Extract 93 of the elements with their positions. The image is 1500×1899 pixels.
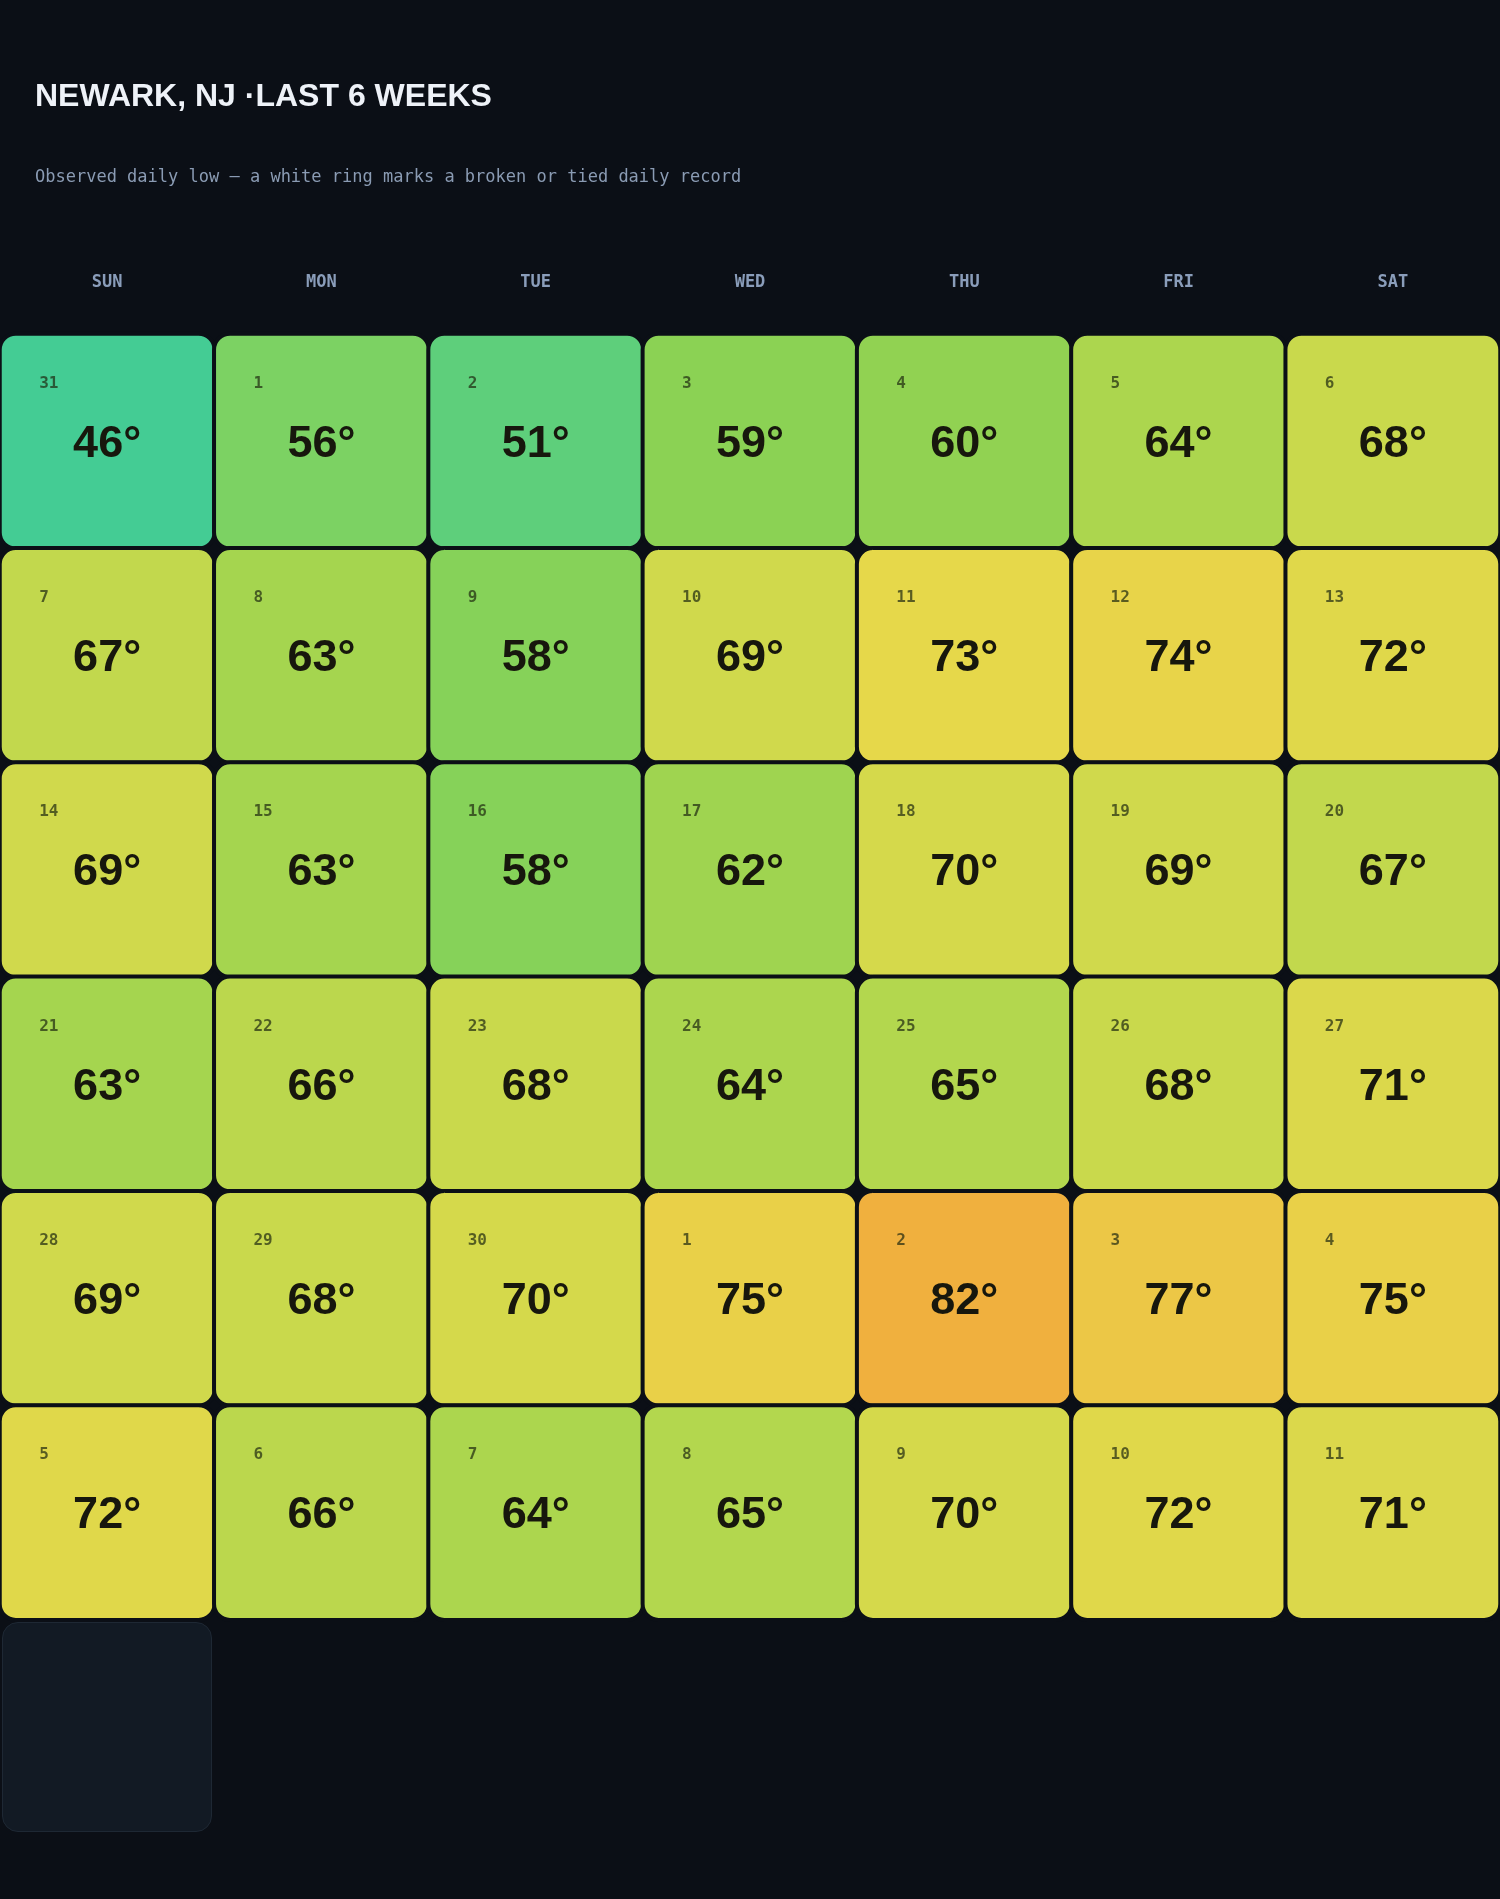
annotation: 25	[896, 1015, 916, 1035]
annotation: 6	[1324, 372, 1335, 392]
annotation: 3	[682, 372, 692, 392]
data-label: 59°	[715, 415, 785, 467]
data-label: 69°	[73, 1272, 142, 1324]
data-label: 69°	[73, 844, 142, 896]
annotation: 1	[682, 1229, 692, 1249]
annotation: 4	[896, 372, 906, 392]
annotation: 29	[253, 1229, 273, 1249]
annotation: 8	[682, 1444, 692, 1464]
annotation: 5	[39, 1444, 49, 1464]
annotation: 26	[1110, 1015, 1130, 1035]
annotation: 17	[682, 801, 702, 821]
annotation: 22	[253, 1015, 273, 1035]
data-label: 67°	[1358, 844, 1427, 896]
x-tick-label: THU	[948, 270, 980, 291]
data-label: 70°	[930, 844, 999, 896]
annotation: 12	[1110, 586, 1130, 606]
data-label: 64°	[501, 1487, 570, 1539]
data-label: 66°	[287, 1058, 356, 1110]
data-label: 58°	[501, 844, 570, 896]
data-label: 67°	[73, 629, 142, 681]
annotation: 11	[896, 586, 916, 606]
x-tick-label: FRI	[1163, 270, 1194, 291]
data-label: 65°	[715, 1487, 785, 1539]
data-label: 72°	[73, 1487, 142, 1539]
annotation: 11	[1324, 1444, 1345, 1464]
data-label: 60°	[930, 415, 999, 467]
annotation: 7	[39, 586, 49, 606]
annotation: 10	[682, 586, 702, 606]
data-label: 58°	[501, 629, 570, 681]
annotation: 24	[682, 1015, 702, 1035]
annotation: 7	[467, 1444, 478, 1464]
annotation: 9	[467, 586, 478, 606]
data-label: 69°	[715, 629, 785, 681]
data-label: 51°	[501, 415, 570, 467]
data-label: 72°	[1144, 1487, 1213, 1539]
annotation: 20	[1324, 801, 1345, 821]
annotation: 13	[1324, 586, 1345, 606]
data-label: 73°	[930, 629, 999, 681]
data-label: 68°	[1358, 415, 1427, 467]
annotation: 23	[467, 1015, 487, 1035]
data-label: 63°	[287, 629, 356, 681]
data-label: 77°	[1144, 1272, 1213, 1324]
annotation: 18	[896, 801, 916, 821]
annotation: 16	[467, 801, 487, 821]
x-tick-label: MON	[306, 270, 337, 291]
x-tick-label: TUE	[520, 270, 552, 291]
data-label: 68°	[1144, 1058, 1213, 1110]
annotation: 28	[39, 1229, 59, 1249]
annotation: 4	[1324, 1229, 1335, 1249]
data-label: 82°	[930, 1272, 999, 1324]
data-label: 66°	[287, 1487, 356, 1539]
annotation: 6	[253, 1444, 264, 1464]
annotation: 30	[467, 1229, 487, 1249]
annotation: 14	[39, 801, 59, 821]
data-label: 75°	[715, 1272, 785, 1324]
annotation: 27	[1324, 1015, 1345, 1035]
data-label: 56°	[287, 415, 356, 467]
annotation: 8	[253, 586, 264, 606]
data-label: 68°	[501, 1058, 570, 1110]
data-label: 70°	[930, 1487, 999, 1539]
chart-title: NEWARK, NJ ·LAST 6 WEEKS	[35, 77, 492, 113]
annotation: 9	[896, 1444, 906, 1464]
annotation: 15	[253, 801, 273, 821]
data-label: 74°	[1144, 629, 1213, 681]
data-label: 46°	[73, 415, 142, 467]
data-label: 64°	[715, 1058, 785, 1110]
data-label: 72°	[1358, 629, 1427, 681]
annotation: 2	[896, 1229, 906, 1249]
annotation: 10	[1110, 1444, 1130, 1464]
annotation: 21	[39, 1015, 59, 1035]
data-label: 65°	[930, 1058, 999, 1110]
annotation: 3	[1110, 1229, 1121, 1249]
data-label: 71°	[1358, 1058, 1427, 1110]
data-label: 63°	[73, 1058, 142, 1110]
annotation: 5	[1110, 372, 1121, 392]
data-label: 71°	[1358, 1487, 1427, 1539]
annotation: 19	[1110, 801, 1130, 821]
x-tick-label: SAT	[1377, 270, 1409, 291]
annotation: 31	[39, 372, 59, 392]
data-label: 70°	[501, 1272, 570, 1324]
x-tick-label: WED	[734, 270, 766, 291]
data-label: 62°	[715, 844, 785, 896]
data-label: 69°	[1144, 844, 1213, 896]
data-label: 75°	[1358, 1272, 1427, 1324]
annotation: 2	[467, 372, 478, 392]
x-tick-label: SUN	[91, 270, 123, 291]
data-label: 64°	[1144, 415, 1213, 467]
data-label: 68°	[287, 1272, 356, 1324]
data-label: 63°	[287, 844, 356, 896]
chart-subtitle: Observed daily low — a white ring marks a broken or tied daily record	[35, 165, 742, 186]
annotation: 1	[253, 372, 264, 392]
